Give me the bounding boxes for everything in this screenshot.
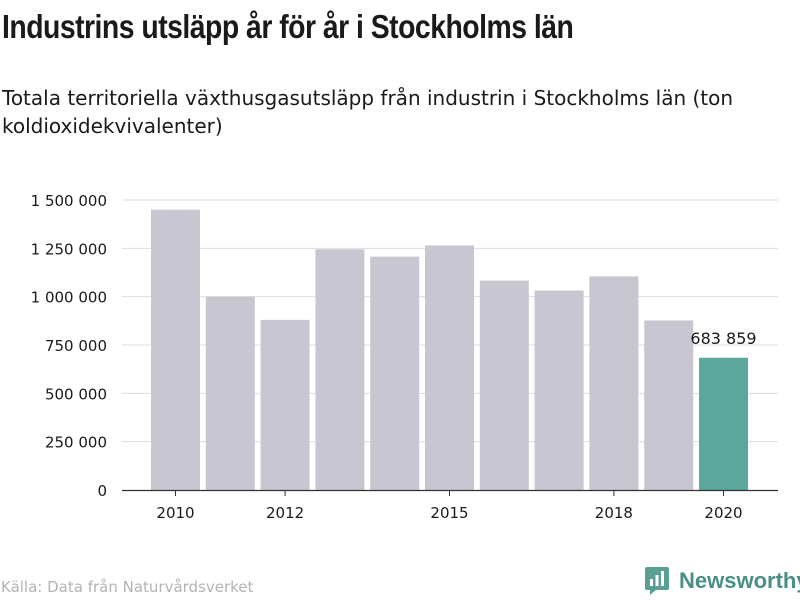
brand-name: Newsworthy <box>679 568 800 593</box>
bar <box>151 209 200 490</box>
y-tick-label: 750 000 <box>45 337 107 355</box>
chart-title: Industrins utsläpp år för år i Stockholm… <box>2 8 574 45</box>
y-tick-label: 250 000 <box>45 434 107 452</box>
x-tick-label: 2020 <box>704 504 742 522</box>
chart-subtitle: Totala territoriella växthusgasutsläpp f… <box>2 86 734 138</box>
data-label: 683 859 <box>690 329 756 348</box>
source-note: Källa: Data från Naturvårdsverket <box>1 578 254 596</box>
bar <box>589 276 639 490</box>
bar <box>699 357 748 490</box>
bar <box>370 256 420 490</box>
y-tick-label: 1 250 000 <box>31 240 107 258</box>
y-tick-label: 500 000 <box>45 385 107 403</box>
bar <box>315 249 365 490</box>
bar <box>425 245 474 490</box>
x-tick-label: 2015 <box>430 504 468 522</box>
y-tick-label: 1 000 000 <box>31 289 107 307</box>
bar <box>479 280 529 490</box>
bar-chart-badge-icon <box>645 567 669 595</box>
bar <box>260 319 310 490</box>
y-tick-label: 1 500 000 <box>31 192 107 210</box>
x-tick-label: 2012 <box>266 504 304 522</box>
x-tick-label: 2018 <box>595 504 633 522</box>
newsworthy-logo: Newsworthy <box>644 566 800 596</box>
x-tick-label: 2010 <box>156 504 194 522</box>
bar <box>205 296 255 490</box>
y-tick-label: 0 <box>97 482 107 500</box>
bar <box>644 320 694 490</box>
bar <box>534 290 584 490</box>
